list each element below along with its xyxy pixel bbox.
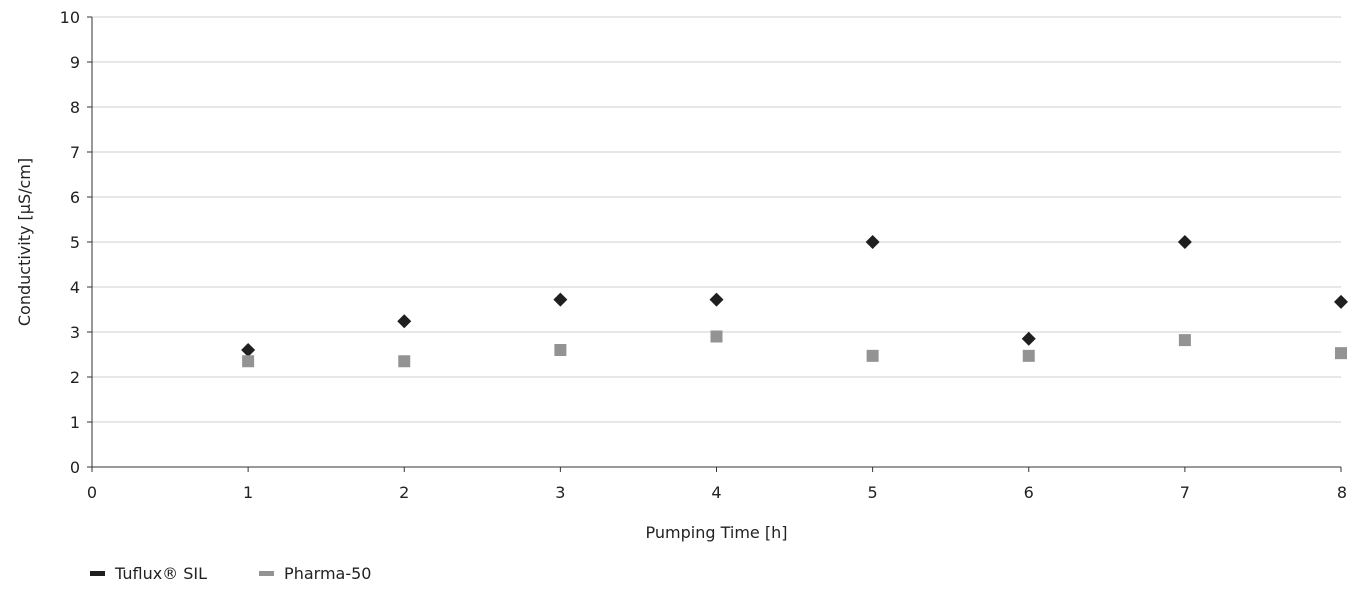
legend-swatch-pharma [259,571,275,576]
y-tick-label: 6 [70,188,80,207]
point-pharma [1178,334,1191,347]
grid-lines [92,16,1341,423]
point-pharma [866,349,879,362]
y-tick-label: 9 [70,53,80,72]
point-tuflux [397,314,412,329]
point-pharma [242,355,255,368]
point-pharma [710,330,723,343]
point-pharma [1022,349,1035,362]
point-pharma [1335,347,1347,360]
axes [87,16,1342,472]
point-tuflux [1021,331,1036,346]
y-tick-label: 8 [70,98,80,117]
y-tick-label: 10 [60,8,80,27]
legend-label-pharma: Pharma-50 [284,564,372,583]
y-tick-label: 7 [70,143,80,162]
x-tick-label: 5 [868,483,878,502]
point-tuflux [1334,294,1348,309]
tick-labels: 0 1 2 3 4 5 6 7 8 9 10 0 1 2 3 4 5 6 7 8 [60,8,1347,502]
point-tuflux [1177,235,1192,249]
scatter-chart: 0 1 2 3 4 5 6 7 8 9 10 0 1 2 3 4 5 6 7 8 Pumping Time [h] C… [15,8,1348,542]
x-tick-label: 8 [1337,483,1347,502]
point-tuflux [865,235,880,249]
legend-label-tuflux: Tuflux® SIL [115,564,208,583]
y-tick-label: 0 [70,458,80,477]
x-tick-label: 2 [399,483,409,502]
y-tick-label: 1 [70,413,80,432]
x-tick-label: 7 [1180,483,1190,502]
y-tick-label: 2 [70,368,80,387]
x-tick-label: 3 [555,483,565,502]
y-tick-label: 4 [70,278,80,297]
legend-item-pharma[interactable]: Pharma-50 [259,564,371,583]
point-pharma [398,355,411,368]
x-tick-label: 6 [1024,483,1034,502]
point-pharma [554,344,567,356]
data-points [241,235,1348,368]
x-axis-title: Pumping Time [h] [646,523,788,542]
legend-item-tuflux[interactable]: Tuflux® SIL [90,564,207,583]
y-axis-title: Conductivity [µS/cm] [15,158,34,326]
x-tick-label: 0 [87,483,97,502]
point-tuflux [241,343,256,357]
x-tick-label: 4 [711,483,721,502]
point-tuflux [709,292,724,307]
y-tick-label: 3 [70,323,80,342]
legend-swatch-tuflux [90,571,105,576]
x-tick-label: 1 [243,483,253,502]
y-tick-label: 5 [70,233,80,252]
point-tuflux [553,292,568,307]
legend: Tuflux® SIL Pharma-50 [90,564,423,583]
